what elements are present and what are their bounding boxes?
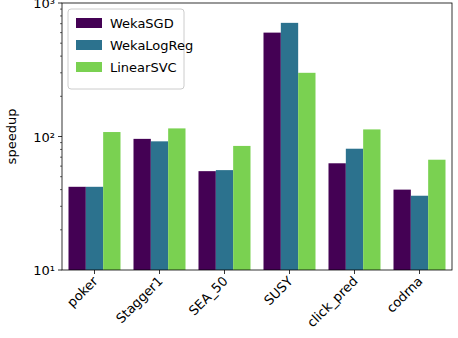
minor-tick bbox=[60, 9, 62, 10]
legend-label: WekaSGD bbox=[110, 16, 174, 31]
y-tick bbox=[58, 3, 62, 4]
y-tick-label: 10¹ bbox=[33, 263, 55, 278]
minor-tick bbox=[60, 189, 62, 190]
minor-tick bbox=[60, 166, 62, 167]
legend-label: WekaLogReg bbox=[110, 38, 193, 53]
bar bbox=[394, 190, 411, 270]
x-tick-label: poker bbox=[64, 273, 101, 310]
y-tick-label: 10³ bbox=[33, 0, 55, 11]
bar bbox=[329, 163, 346, 270]
bar bbox=[298, 73, 315, 270]
x-tick bbox=[419, 270, 420, 274]
bar bbox=[69, 187, 86, 270]
bar bbox=[281, 23, 298, 270]
x-tick bbox=[354, 270, 355, 274]
x-tick-label: click_pred bbox=[304, 274, 361, 331]
x-tick-label: SUSY bbox=[261, 273, 296, 308]
bar bbox=[363, 129, 380, 270]
minor-tick bbox=[60, 229, 62, 230]
legend-swatch bbox=[76, 18, 102, 28]
x-tick bbox=[94, 270, 95, 274]
legend-swatch bbox=[76, 40, 102, 50]
minor-tick bbox=[60, 56, 62, 57]
minor-tick bbox=[60, 176, 62, 177]
minor-tick bbox=[60, 72, 62, 73]
bar bbox=[216, 170, 233, 270]
bar bbox=[411, 196, 428, 270]
plot-frame bbox=[62, 3, 452, 270]
bar bbox=[199, 171, 216, 270]
bar bbox=[151, 141, 168, 270]
x-tick-label: codrna bbox=[383, 274, 425, 316]
bar bbox=[428, 160, 445, 270]
x-tick-label: SEA_50 bbox=[186, 274, 231, 319]
x-tick bbox=[224, 270, 225, 274]
chart: 10¹10²10³speeduppokerStagger1SEA_50SUSYc… bbox=[0, 0, 458, 338]
y-tick bbox=[58, 270, 62, 271]
bar bbox=[103, 132, 120, 270]
legend: WekaSGD WekaLogReg LinearSVC bbox=[68, 9, 193, 89]
minor-tick bbox=[60, 15, 62, 16]
x-tick bbox=[289, 270, 290, 274]
bars bbox=[69, 23, 446, 270]
bar bbox=[346, 149, 363, 270]
y-axis-label: speedup bbox=[4, 109, 19, 165]
minor-tick bbox=[60, 32, 62, 33]
x-tick-label: Stagger1 bbox=[113, 274, 166, 327]
bar bbox=[86, 187, 103, 270]
legend-label: LinearSVC bbox=[110, 60, 177, 75]
bar bbox=[233, 146, 250, 270]
y-tick-label: 10² bbox=[33, 130, 55, 145]
minor-tick bbox=[60, 206, 62, 207]
minor-tick bbox=[60, 142, 62, 143]
minor-tick bbox=[60, 96, 62, 97]
bar bbox=[134, 139, 151, 270]
minor-tick bbox=[60, 149, 62, 150]
bar bbox=[264, 33, 281, 270]
minor-tick bbox=[60, 43, 62, 44]
x-tick bbox=[159, 270, 160, 274]
minor-tick bbox=[60, 23, 62, 24]
bar bbox=[168, 128, 185, 270]
minor-tick bbox=[60, 157, 62, 158]
y-tick bbox=[58, 136, 62, 137]
legend-swatch bbox=[76, 62, 102, 72]
